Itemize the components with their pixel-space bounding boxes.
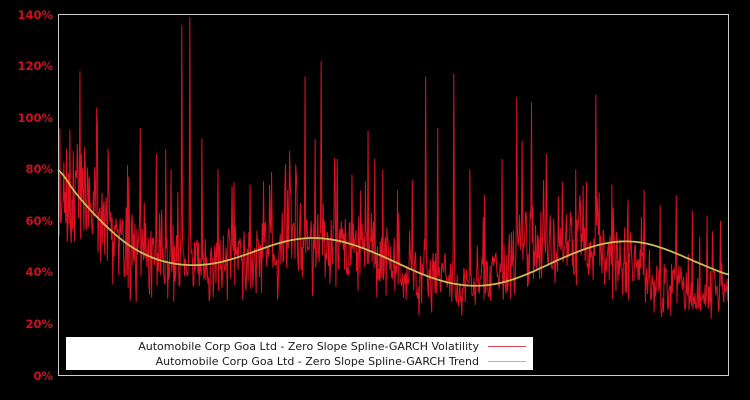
plot-background: [58, 14, 729, 376]
y-axis-label: 40%: [25, 265, 53, 280]
legend-entry-trend[interactable]: Automobile Corp Goa Ltd - Zero Slope Spl…: [67, 354, 532, 369]
legend-label-trend: Automobile Corp Goa Ltd - Zero Slope Spl…: [155, 354, 479, 368]
y-axis-label: 100%: [17, 110, 53, 125]
y-axis-tick-labels: 0% 20% 40% 60% 80% 100% 120% 140%: [0, 0, 53, 400]
legend-label-volatility: Automobile Corp Goa Ltd - Zero Slope Spl…: [138, 339, 479, 353]
y-axis-label: 80%: [25, 162, 53, 177]
y-axis-label: 120%: [17, 59, 53, 74]
y-axis-label: 20%: [25, 316, 53, 331]
legend-swatch-volatility: [488, 345, 526, 347]
y-axis-label: 60%: [25, 213, 53, 228]
y-axis-label: 140%: [17, 7, 53, 22]
y-axis-label: 0%: [33, 368, 53, 383]
plot-area: [57, 14, 730, 376]
chart-legend[interactable]: Automobile Corp Goa Ltd - Zero Slope Spl…: [66, 337, 533, 370]
series-trend-line: [57, 169, 730, 287]
legend-entry-volatility[interactable]: Automobile Corp Goa Ltd - Zero Slope Spl…: [67, 339, 532, 354]
plot-frame: [58, 14, 729, 376]
series-volatility-line: [58, 17, 729, 319]
legend-swatch-trend: [488, 360, 526, 362]
